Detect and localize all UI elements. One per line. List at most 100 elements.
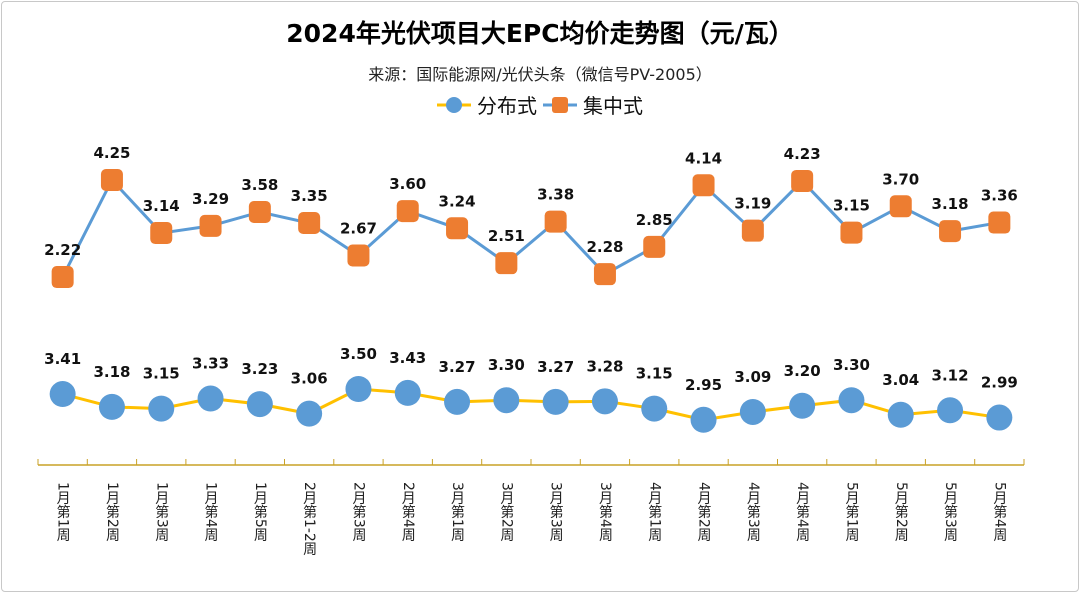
x-tick-label: 3月第1周 xyxy=(449,482,466,542)
x-tick-label: 4月第4周 xyxy=(794,482,811,542)
data-label: 3.58 xyxy=(241,176,278,194)
data-point-centralized xyxy=(741,219,764,242)
legend-item-distributed: 分布式 xyxy=(437,90,537,119)
data-point-centralized xyxy=(593,263,616,286)
data-label: 3.30 xyxy=(488,356,525,374)
x-tick-label: 5月第3周 xyxy=(942,482,959,542)
legend-label: 分布式 xyxy=(477,94,537,118)
legend-marker-circle-icon xyxy=(437,96,471,113)
data-label: 3.27 xyxy=(537,358,574,376)
data-label: 3.12 xyxy=(932,366,969,384)
x-tick-label: 5月第4周 xyxy=(991,482,1008,542)
data-point-centralized xyxy=(100,169,123,191)
data-label: 3.23 xyxy=(241,360,278,378)
data-label: 3.15 xyxy=(833,197,870,215)
data-label: 4.14 xyxy=(685,149,722,167)
data-label: 3.36 xyxy=(981,187,1018,205)
data-label: 3.70 xyxy=(882,170,919,188)
x-tick-label: 4月第1周 xyxy=(646,482,663,542)
data-label: 3.15 xyxy=(143,365,180,383)
data-label: 3.28 xyxy=(586,357,623,375)
x-tick-label: 1月第5周 xyxy=(251,482,268,542)
chart-subtitle: 来源：国际能源网/光伏头条（微信号PV-2005） xyxy=(368,65,712,84)
data-label: 3.06 xyxy=(291,370,328,388)
legend-item-centralized: 集中式 xyxy=(543,90,643,119)
data-point-distributed xyxy=(345,376,372,402)
data-point-distributed xyxy=(542,388,569,415)
x-tick-label: 5月第1周 xyxy=(843,482,860,542)
data-point-centralized xyxy=(150,222,173,245)
data-label: 3.09 xyxy=(734,368,771,386)
data-point-centralized xyxy=(495,252,518,275)
data-label: 2.67 xyxy=(340,220,377,238)
data-point-distributed xyxy=(591,388,618,415)
x-tick-label: 1月第4周 xyxy=(202,482,219,542)
data-point-distributed xyxy=(197,385,224,412)
data-point-distributed xyxy=(887,401,914,428)
legend-marker-square-icon xyxy=(543,96,577,113)
x-tick-label: 2月第1-2周 xyxy=(301,482,318,556)
data-point-centralized xyxy=(791,169,814,192)
data-point-distributed xyxy=(937,397,964,424)
data-label: 3.24 xyxy=(439,192,476,210)
data-label: 3.15 xyxy=(636,365,673,383)
data-label: 3.20 xyxy=(784,362,821,380)
data-label: 2.51 xyxy=(488,227,525,245)
data-point-distributed xyxy=(493,387,520,414)
data-label: 4.25 xyxy=(93,144,130,162)
data-point-distributed xyxy=(789,392,816,419)
data-point-distributed xyxy=(394,379,421,406)
data-point-distributed xyxy=(444,388,471,415)
data-label: 3.60 xyxy=(389,175,426,193)
x-tick-label: 4月第2周 xyxy=(695,482,712,542)
data-label: 3.19 xyxy=(734,195,771,213)
legend: 分布式 集中式 xyxy=(0,90,1080,119)
data-label: 3.14 xyxy=(143,197,180,215)
data-point-distributed xyxy=(246,391,273,418)
data-point-centralized xyxy=(840,221,863,244)
data-point-centralized xyxy=(396,200,419,223)
data-point-centralized xyxy=(544,210,567,233)
data-point-distributed xyxy=(690,406,717,433)
data-label: 3.41 xyxy=(44,350,81,368)
data-point-centralized xyxy=(347,244,370,267)
data-label: 2.99 xyxy=(981,374,1018,392)
data-point-distributed xyxy=(986,404,1013,431)
x-tick-label: 2月第3周 xyxy=(350,482,367,542)
data-point-centralized xyxy=(939,220,962,243)
data-label: 2.28 xyxy=(586,238,623,256)
data-point-distributed xyxy=(148,395,175,422)
data-label: 3.18 xyxy=(932,195,969,213)
data-point-distributed xyxy=(296,400,323,427)
data-point-centralized xyxy=(889,195,912,218)
data-point-centralized xyxy=(248,201,271,224)
data-point-centralized xyxy=(446,217,469,240)
data-point-distributed xyxy=(98,393,125,420)
data-label: 2.95 xyxy=(685,376,722,394)
chart-title: 2024年光伏项目大EPC均价走势图（元/瓦） xyxy=(286,19,794,48)
data-label: 3.38 xyxy=(537,186,574,204)
data-label: 3.35 xyxy=(291,187,328,205)
data-point-centralized xyxy=(51,266,74,289)
data-label: 3.50 xyxy=(340,345,377,363)
x-tick-label: 3月第3周 xyxy=(547,482,564,542)
data-label: 3.33 xyxy=(192,355,229,373)
data-point-centralized xyxy=(643,235,666,258)
data-point-centralized xyxy=(692,174,715,197)
data-label: 3.30 xyxy=(833,356,870,374)
x-tick-label: 1月第3周 xyxy=(153,482,170,542)
data-label: 3.04 xyxy=(882,371,919,389)
x-tick-label: 4月第3周 xyxy=(744,482,761,542)
legend-label: 集中式 xyxy=(583,94,643,118)
x-tick-label: 5月第2周 xyxy=(892,482,909,542)
x-tick-label: 1月第1周 xyxy=(54,482,71,542)
x-tick-label: 2月第4周 xyxy=(399,482,416,542)
data-label: 2.22 xyxy=(44,241,81,259)
x-tick-label: 3月第2周 xyxy=(498,482,515,542)
x-tick-label: 3月第4周 xyxy=(596,482,613,542)
data-label: 2.85 xyxy=(636,211,673,229)
data-label: 3.18 xyxy=(93,363,130,381)
data-point-distributed xyxy=(838,387,865,414)
